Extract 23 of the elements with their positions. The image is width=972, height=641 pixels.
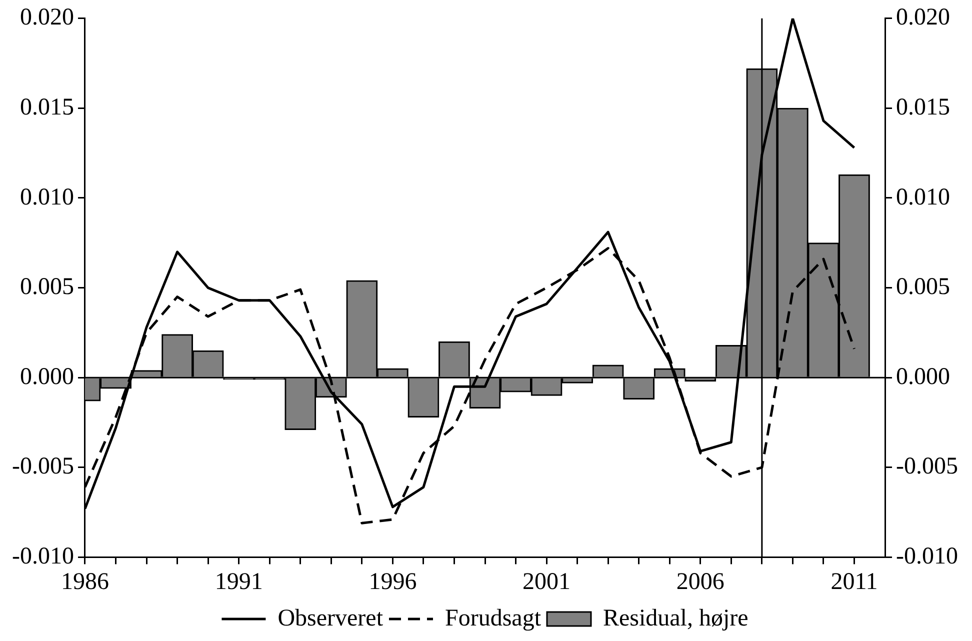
y2-tick-label: 0.010 <box>896 184 950 210</box>
y-tick-label: 0.020 <box>20 4 74 31</box>
x-tick-label: 2006 <box>676 568 724 595</box>
x-tick-label: 1991 <box>214 568 263 595</box>
y-tick-label: -0.005 <box>12 454 74 480</box>
y2-tick-label: 0.005 <box>896 274 950 300</box>
y2-tick-label: 0.000 <box>896 364 950 390</box>
legend-label: Observeret <box>278 605 384 632</box>
x-tick-label: 2001 <box>522 568 571 595</box>
x-tick-label: 1986 <box>60 568 109 595</box>
y-tick-label: 0.010 <box>20 184 74 210</box>
y-tick-label: 0.015 <box>20 94 74 120</box>
y2-tick-label: 0.020 <box>896 4 950 31</box>
y2-tick-label: 0.015 <box>896 94 950 120</box>
legend-label: Residual, højre <box>602 605 748 632</box>
x-tick-label: 1996 <box>368 568 417 595</box>
x-tick-label: 2011 <box>830 568 878 595</box>
y2-tick-label: -0.010 <box>896 543 958 570</box>
y2-tick-label: -0.005 <box>896 454 958 480</box>
y-tick-label: 0.005 <box>20 274 74 300</box>
y-tick-label: 0.000 <box>20 364 74 390</box>
y-tick-label: -0.010 <box>12 543 74 570</box>
legend-label: Forudsagt <box>444 605 542 632</box>
